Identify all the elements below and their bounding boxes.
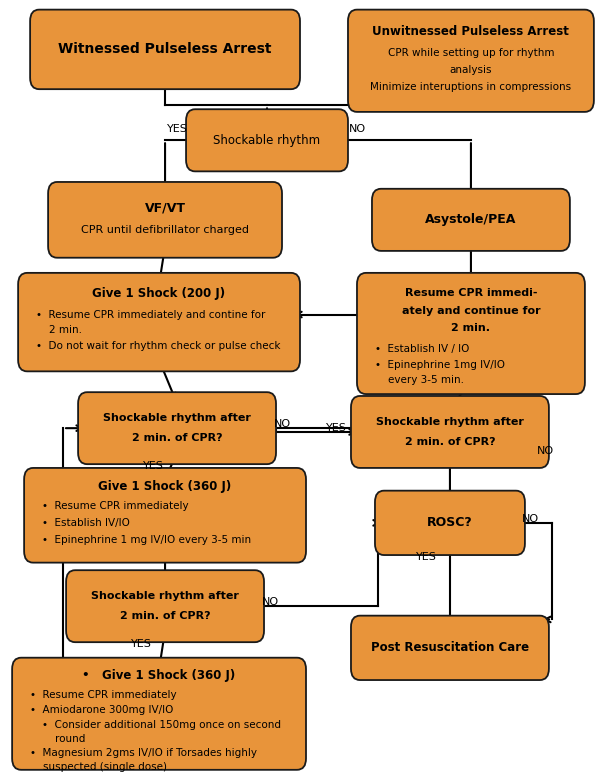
FancyBboxPatch shape <box>186 109 348 172</box>
Text: 2 min.: 2 min. <box>36 325 82 335</box>
Text: YES: YES <box>416 553 436 562</box>
Text: •  Resume CPR immediately and contine for: • Resume CPR immediately and contine for <box>36 309 266 319</box>
FancyBboxPatch shape <box>48 182 282 257</box>
Text: VF/VT: VF/VT <box>144 201 185 214</box>
Text: 2 min. of CPR?: 2 min. of CPR? <box>120 611 211 621</box>
Text: Witnessed Pulseless Arrest: Witnessed Pulseless Arrest <box>58 43 272 56</box>
Text: CPR until defibrillator charged: CPR until defibrillator charged <box>81 226 249 236</box>
Text: Give 1 Shock (200 J): Give 1 Shock (200 J) <box>92 287 226 300</box>
Text: YES: YES <box>326 423 346 433</box>
Text: •  Resume CPR immediately: • Resume CPR immediately <box>30 690 177 700</box>
Text: Give 1 Shock (360 J): Give 1 Shock (360 J) <box>99 480 232 493</box>
Text: Resume CPR immedi-: Resume CPR immedi- <box>405 288 537 298</box>
Text: •  Epinephrine 1 mg IV/IO every 3-5 min: • Epinephrine 1 mg IV/IO every 3-5 min <box>42 534 252 544</box>
Text: •  Establish IV / IO: • Establish IV / IO <box>375 344 469 353</box>
Text: ROSC?: ROSC? <box>427 516 473 530</box>
FancyBboxPatch shape <box>66 570 264 642</box>
Text: suspected (single dose): suspected (single dose) <box>30 761 167 771</box>
Text: Minimize interuptions in compressions: Minimize interuptions in compressions <box>370 82 572 92</box>
Text: 2 min. of CPR?: 2 min. of CPR? <box>132 433 222 443</box>
FancyBboxPatch shape <box>351 615 549 680</box>
FancyBboxPatch shape <box>357 273 585 394</box>
Text: round: round <box>42 734 86 744</box>
Text: Asystole/PEA: Asystole/PEA <box>425 213 517 226</box>
Text: 2 min.: 2 min. <box>452 323 490 333</box>
FancyBboxPatch shape <box>78 392 276 464</box>
Text: YES: YES <box>130 639 152 649</box>
Text: NO: NO <box>537 446 554 456</box>
Text: •  Epinephrine 1mg IV/IO: • Epinephrine 1mg IV/IO <box>375 360 505 370</box>
Text: •  Resume CPR immediately: • Resume CPR immediately <box>42 501 188 511</box>
Text: NO: NO <box>348 124 365 134</box>
Text: Shockable rhythm: Shockable rhythm <box>214 134 321 147</box>
Text: Shockable rhythm after: Shockable rhythm after <box>103 414 251 424</box>
Text: YES: YES <box>166 124 187 134</box>
Text: •  Do not wait for rhythm check or pulse check: • Do not wait for rhythm check or pulse … <box>36 342 281 352</box>
Text: NO: NO <box>261 598 278 608</box>
Text: Shockable rhythm after: Shockable rhythm after <box>91 591 239 601</box>
FancyBboxPatch shape <box>375 491 525 555</box>
FancyBboxPatch shape <box>12 658 306 770</box>
FancyBboxPatch shape <box>348 9 594 112</box>
Text: •  Magnesium 2gms IV/IO if Torsades highly: • Magnesium 2gms IV/IO if Torsades highl… <box>30 748 257 758</box>
FancyBboxPatch shape <box>30 9 300 89</box>
FancyBboxPatch shape <box>372 189 570 251</box>
Text: Unwitnessed Pulseless Arrest: Unwitnessed Pulseless Arrest <box>373 26 569 39</box>
Text: CPR while setting up for rhythm: CPR while setting up for rhythm <box>387 48 554 58</box>
Text: ately and continue for: ately and continue for <box>401 306 540 315</box>
FancyBboxPatch shape <box>18 273 300 371</box>
Text: •  Amiodarone 300mg IV/IO: • Amiodarone 300mg IV/IO <box>30 705 173 715</box>
Text: 2 min. of CPR?: 2 min. of CPR? <box>405 437 495 447</box>
Text: •   Give 1 Shock (360 J): • Give 1 Shock (360 J) <box>83 669 236 683</box>
Text: every 3-5 min.: every 3-5 min. <box>375 376 464 386</box>
Text: NO: NO <box>274 420 291 429</box>
Text: analysis: analysis <box>450 65 492 75</box>
Text: •  Establish IV/IO: • Establish IV/IO <box>42 518 130 528</box>
FancyBboxPatch shape <box>351 396 549 468</box>
Text: •  Consider additional 150mg once on second: • Consider additional 150mg once on seco… <box>42 720 281 730</box>
Text: NO: NO <box>523 514 539 524</box>
Text: Post Resuscitation Care: Post Resuscitation Care <box>371 642 529 655</box>
Text: Shockable rhythm after: Shockable rhythm after <box>376 417 524 427</box>
FancyBboxPatch shape <box>24 468 306 563</box>
Text: YES: YES <box>143 461 163 472</box>
